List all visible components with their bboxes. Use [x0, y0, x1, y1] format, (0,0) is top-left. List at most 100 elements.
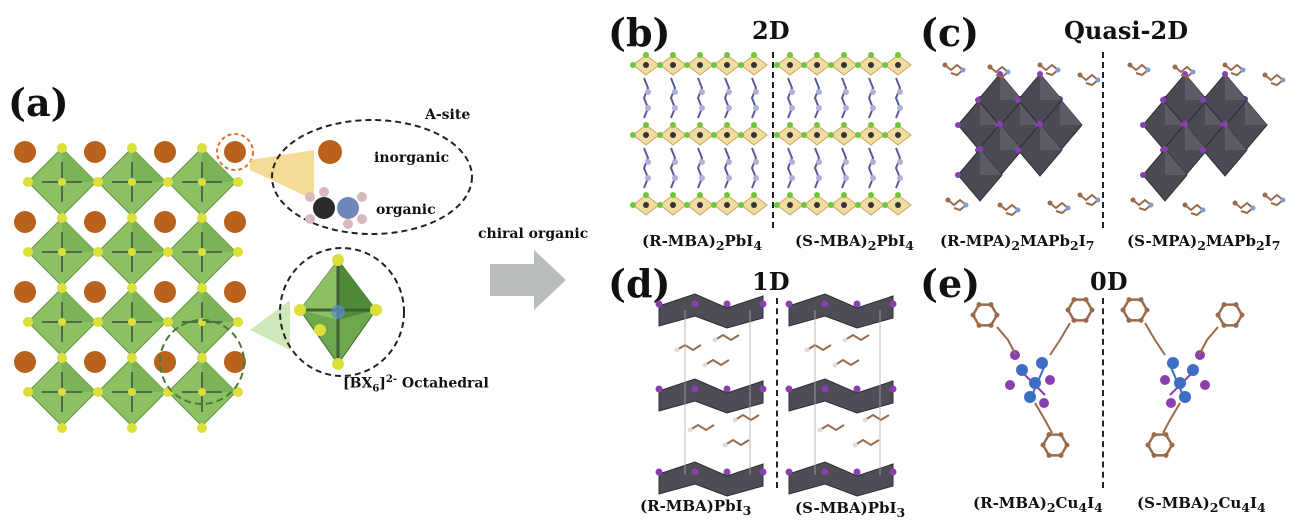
pbi-octahedron: [882, 122, 912, 146]
structure-b-left: [630, 52, 768, 216]
organic-cation: [804, 343, 832, 353]
pbi-octahedron: [657, 192, 687, 216]
structure-d-right: [785, 293, 897, 497]
panel-b-divider: [772, 52, 774, 228]
structure-e-right: [1120, 297, 1245, 458]
phenyl-ring: [1040, 432, 1070, 458]
pb-octahedron: [955, 146, 1003, 202]
pbi-octahedron: [657, 122, 687, 146]
halide-atom: [233, 247, 243, 257]
halide-atom: [197, 143, 207, 153]
compound-b-left: (R-MBA)2PbI4: [642, 232, 763, 253]
lattice-octahedron: [27, 217, 97, 287]
organic-cation: [702, 358, 730, 368]
organic-cation: [832, 358, 860, 368]
pbi-octahedron: [774, 122, 804, 146]
pbi-octahedron: [801, 192, 831, 216]
compound-e-right: (S-MBA)2Cu4I4: [1137, 494, 1266, 515]
a-site-atom: [224, 281, 246, 303]
organic-cation: [1047, 200, 1071, 215]
methylammonium-molecule-icon: [305, 187, 367, 229]
organic-cation: [1077, 72, 1101, 87]
panel-a-label: (a): [8, 80, 69, 125]
pbi-octahedron: [684, 52, 714, 76]
compound-e-left: (R-MBA)2Cu4I4: [973, 494, 1103, 515]
a-site-atom: [154, 141, 176, 163]
organic-cation: [862, 413, 890, 423]
octahedral-label: [BX6]2- Octahedral: [343, 374, 489, 395]
inset-pointer-bottom: [250, 300, 290, 350]
lattice-octahedron: [97, 217, 167, 287]
pbi-octahedron: [630, 52, 660, 76]
lattice-octahedron: [97, 147, 167, 217]
octahedral-circle: [279, 247, 405, 377]
inorganic-sphere-icon: [318, 140, 342, 164]
cu4i4-cluster: [1005, 350, 1055, 408]
lattice-octahedron: [167, 217, 237, 287]
a-site-atom: [84, 351, 106, 373]
pbi-chain: [655, 293, 767, 329]
pbi-chain: [785, 293, 897, 329]
halide-atom: [93, 247, 103, 257]
arrow-label: chiral organic: [478, 226, 589, 242]
pbi-octahedron: [882, 52, 912, 76]
lattice-octahedron: [167, 357, 237, 427]
compound-c-right: (S-MPA)2MAPb2I7: [1127, 232, 1281, 253]
organic-cation: [1172, 64, 1196, 79]
structure-e-left: [970, 297, 1095, 458]
pbi-octahedron: [882, 192, 912, 216]
panel-d-dimension: 1D: [752, 267, 790, 296]
halide-atom: [127, 423, 137, 433]
pb-octahedron: [1015, 121, 1063, 177]
a-site-atom: [154, 351, 176, 373]
pbi-octahedron: [774, 52, 804, 76]
organic-cation: [1262, 72, 1286, 87]
structure-c-left: [942, 62, 1101, 217]
a-site-atom: [14, 211, 36, 233]
organic-cation: [852, 438, 880, 448]
organic-cation: [942, 62, 966, 77]
organic-chain: [786, 77, 794, 119]
pb-octahedron: [1140, 146, 1188, 202]
halide-atom: [163, 317, 173, 327]
pbi-octahedron: [630, 122, 660, 146]
a-site-highlight: [216, 133, 254, 171]
structure-c-right: [1127, 62, 1286, 217]
panel-d-divider: [776, 298, 778, 488]
a-site-atom: [14, 141, 36, 163]
halide-atom: [23, 247, 33, 257]
a-site-atom: [224, 141, 246, 163]
organic-chain: [723, 77, 731, 119]
pbi-octahedron: [855, 52, 885, 76]
octahedron-icon: [294, 254, 382, 370]
organic-cation: [1232, 200, 1256, 215]
organic-chain: [786, 147, 794, 189]
a-site-atom: [84, 141, 106, 163]
organic-chain: [894, 147, 902, 189]
organic-chain: [669, 77, 677, 119]
organic-cation: [945, 197, 969, 212]
panel-c-label: (c): [920, 10, 980, 55]
organic-cation: [997, 202, 1021, 217]
halide-atom: [233, 177, 243, 187]
halide-atom: [197, 213, 207, 223]
organic-chain: [867, 77, 875, 119]
halide-atom: [57, 423, 67, 433]
pb-octahedron: [1015, 71, 1063, 127]
halide-atom: [93, 317, 103, 327]
lattice-octahedron: [167, 287, 237, 357]
pbi-octahedron: [684, 122, 714, 146]
pbi-octahedron: [855, 192, 885, 216]
a-site-atom: [224, 211, 246, 233]
a-site-inset: [250, 119, 473, 235]
alkyl-linker: [1162, 402, 1181, 434]
halide-atom: [57, 213, 67, 223]
phenyl-ring: [970, 302, 1000, 328]
pbi-octahedron: [711, 52, 741, 76]
lattice-octahedron: [167, 147, 237, 217]
a-site-atom: [84, 211, 106, 233]
octahedron-highlight: [159, 319, 245, 405]
panel-b-dimension: 2D: [752, 16, 790, 45]
organic-chain: [669, 147, 677, 189]
halide-atom: [57, 283, 67, 293]
